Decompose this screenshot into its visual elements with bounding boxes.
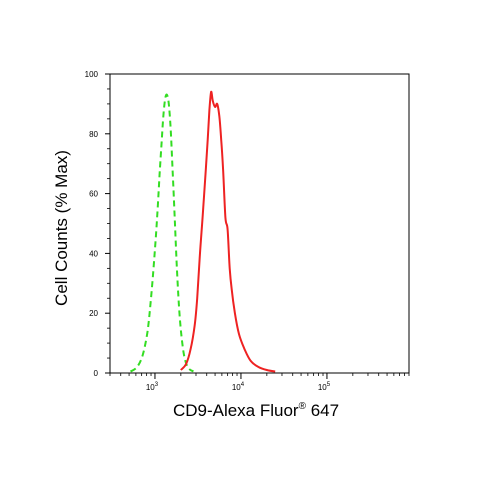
x-tick-label: 105 [318, 382, 331, 392]
x-tick-label: 103 [146, 382, 159, 392]
y-tick-label: 80 [89, 130, 98, 139]
y-axis: 0 20 40 60 80 100 [85, 70, 110, 378]
y-tick-label: 40 [89, 249, 98, 258]
x-tick-label: 104 [232, 382, 245, 392]
plot-frame [109, 73, 410, 374]
y-tick-label: 100 [85, 70, 99, 79]
x-axis-title-suffix: 647 [306, 401, 339, 420]
y-tick-label: 20 [89, 309, 98, 318]
plot-area [109, 73, 410, 374]
x-axis-title-sup: ® [299, 401, 307, 412]
y-axis-title: Cell Counts (% Max) [52, 150, 71, 306]
x-axis-title: CD9-Alexa Fluor® 647 [173, 401, 339, 420]
series-line-dashed [129, 93, 195, 373]
x-axis-title-main: CD9-Alexa Fluor [173, 401, 299, 420]
y-tick-label: 60 [89, 190, 98, 199]
series-line-solid [180, 90, 276, 373]
x-axis: 103 104 105 [109, 373, 410, 392]
series-layer [129, 90, 276, 373]
y-tick-label: 0 [94, 369, 99, 378]
